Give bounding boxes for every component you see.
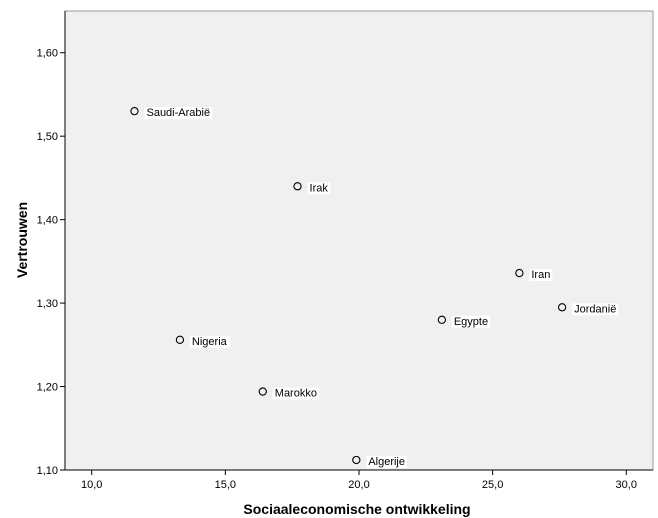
y-tick-label: 1,40	[37, 215, 58, 227]
point-label: Egypte	[454, 316, 488, 328]
y-tick-label: 1,10	[37, 465, 58, 477]
x-tick-label: 20,0	[348, 479, 369, 491]
data-points: Saudi-Arabië Irak Iran Jordanië Egypte Nigeri…	[130, 106, 619, 468]
y-tick-label: 1,60	[37, 48, 58, 60]
point-label-background	[572, 303, 619, 316]
data-point: Iran	[515, 268, 553, 282]
point-label-background	[189, 335, 230, 348]
x-axis-title: Sociaaleconomische ontwikkeling	[243, 501, 470, 517]
data-point: Algerije	[352, 455, 408, 468]
point-label: Marokko	[275, 388, 317, 400]
point-label-background	[529, 269, 553, 282]
point-label-background	[366, 455, 408, 468]
data-point: Marokko	[258, 387, 319, 400]
point-label: Iran	[531, 269, 550, 281]
point-label: Nigeria	[192, 336, 228, 348]
point-label: Irak	[310, 182, 329, 194]
y-tick-label: 1,20	[37, 382, 58, 394]
point-marker	[557, 303, 567, 312]
y-axis-ticks: 1,10 1,20 1,30 1,40 1,50 1,60	[37, 48, 65, 477]
point-marker	[175, 335, 185, 344]
data-point: Nigeria	[175, 335, 230, 348]
x-tick-label: 30,0	[616, 479, 637, 491]
x-tick-label: 10,0	[81, 479, 102, 491]
point-marker	[437, 315, 447, 324]
plot-background	[64, 10, 654, 471]
y-tick-label: 1,30	[37, 298, 58, 310]
point-marker	[352, 455, 361, 465]
data-point: Jordanië	[557, 303, 619, 316]
data-point: Irak	[293, 182, 331, 195]
point-label: Algerije	[368, 456, 405, 468]
point-marker	[130, 106, 139, 116]
x-tick-label: 25,0	[482, 479, 503, 491]
y-axis-title: Vertrouwen	[14, 202, 30, 278]
point-marker	[293, 182, 302, 191]
y-tick-label: 1,50	[37, 131, 58, 143]
point-label: Jordanië	[574, 303, 616, 315]
point-label: Saudi-Arabië	[146, 107, 210, 119]
x-tick-label: 15,0	[215, 479, 236, 491]
data-point: Saudi-Arabië	[130, 106, 213, 120]
point-marker	[515, 268, 524, 278]
point-label-background	[451, 315, 491, 328]
point-label-background	[307, 182, 331, 195]
point-marker	[258, 387, 267, 396]
point-label-background	[144, 107, 213, 120]
point-label-background	[272, 387, 319, 400]
data-point: Egypte	[437, 315, 491, 328]
x-axis-ticks: 10,0 15,0 20,0 25,0 30,0	[81, 470, 637, 491]
